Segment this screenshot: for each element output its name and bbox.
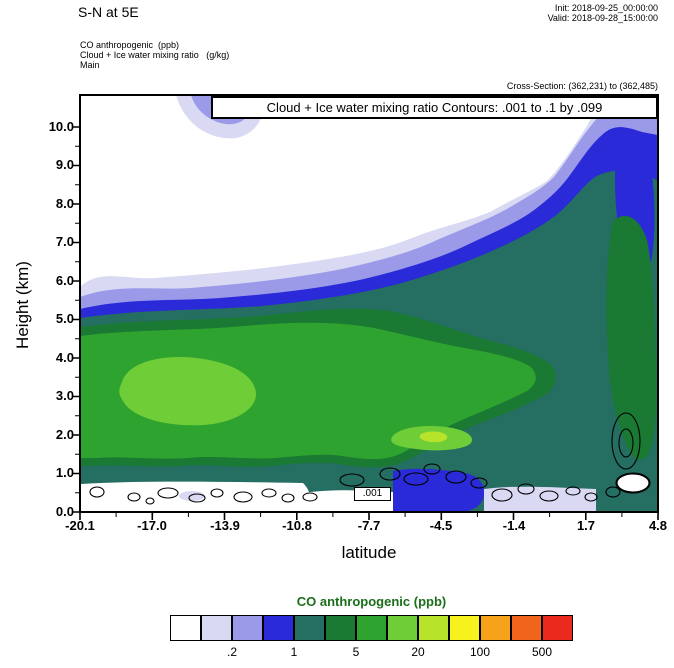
- fill-surface-lavender-strip: [484, 486, 596, 511]
- colorbar-tick-label: 1: [290, 645, 298, 659]
- x-tick-label: -10.8: [282, 518, 312, 533]
- y-tick-label: 4.0: [55, 350, 74, 365]
- x-tick-label: -17.0: [137, 518, 167, 533]
- fill-yellow-green-spot: [419, 431, 448, 443]
- y-tick-label: 6.0: [55, 273, 74, 288]
- y-major-ticks: [72, 126, 80, 513]
- x-tick-label: -7.7: [357, 518, 381, 533]
- fill-surface-lavender-smudge: [179, 491, 205, 501]
- x-tick-label: -4.5: [429, 518, 453, 533]
- colorbar-swatch: [170, 615, 201, 641]
- x-tick-label: -1.4: [502, 518, 526, 533]
- colorbar-swatch: [232, 615, 263, 641]
- fill-light-green-1: [119, 357, 257, 426]
- colorbar-swatch: [449, 615, 480, 641]
- fill-field-name: CO anthropogenic (ppb): [80, 40, 180, 50]
- colorbar: [170, 615, 573, 641]
- domain-name: Main: [80, 60, 100, 70]
- colorbar-tick-label: .2: [226, 645, 237, 659]
- fill-surface-white-oval-right: [616, 473, 650, 493]
- y-tick-label: 9.0: [55, 157, 74, 172]
- contour-info-box: Cloud + Ice water mixing ratio Contours:…: [211, 96, 658, 119]
- colorbar-swatch: [325, 615, 356, 641]
- colorbar-tick-label: 20: [411, 645, 425, 659]
- y-tick-label: 2.0: [55, 427, 74, 442]
- colorbar-tick-label: 500: [531, 645, 553, 659]
- colorbar-swatch: [387, 615, 418, 641]
- x-major-ticks: [79, 512, 659, 520]
- colorbar-swatch: [201, 615, 232, 641]
- y-tick-label: 7.0: [55, 234, 74, 249]
- valid-time: Valid: 2018-09-28_15:00:00: [547, 13, 658, 23]
- contour-field-name: Cloud + Ice water mixing ratio (g/kg): [80, 50, 230, 60]
- colorbar-swatch: [356, 615, 387, 641]
- colorbar-swatch: [511, 615, 542, 641]
- y-tick-label: 10.0: [48, 119, 74, 134]
- x-tick-label: 1.7: [576, 518, 596, 533]
- colorbar-swatch: [294, 615, 325, 641]
- colorbar-title: CO anthropogenic (ppb): [296, 594, 447, 609]
- contour-info-text: Cloud + Ice water mixing ratio Contours:…: [266, 100, 603, 115]
- colorbar-tick-label: 5: [352, 645, 360, 659]
- fill-regions: [81, 96, 657, 511]
- fill-surface-blue-patch: [393, 468, 485, 511]
- axes: [72, 94, 659, 520]
- y-tick-label: 1.0: [55, 465, 74, 480]
- x-minor-ticks: [115, 512, 623, 517]
- fill-dark-green-column: [606, 215, 656, 461]
- x-tick-label: -20.1: [65, 518, 95, 533]
- page-title: S-N at 5E: [78, 4, 139, 20]
- x-tick-label: -13.9: [210, 518, 240, 533]
- contour-label: .001: [354, 487, 391, 501]
- y-tick-label: 5.0: [55, 311, 74, 326]
- x-axis-title: latitude: [341, 543, 397, 562]
- colorbar-swatch: [418, 615, 449, 641]
- init-time: Init: 2018-09-25_00:00:00: [554, 3, 658, 13]
- colorbar-swatch: [263, 615, 294, 641]
- cross-section-info: Cross-Section: (362,231) to (362,485): [506, 81, 658, 91]
- y-tick-label: 3.0: [55, 388, 74, 403]
- y-minor-ticks: [75, 145, 80, 494]
- colorbar-swatch: [480, 615, 511, 641]
- y-tick-label: 0.0: [55, 504, 74, 519]
- colorbar-tick-label: 100: [469, 645, 491, 659]
- x-tick-label: 4.8: [648, 518, 668, 533]
- colorbar-swatch: [542, 615, 573, 641]
- y-tick-label: 8.0: [55, 196, 74, 211]
- cloud-ice-contours: [89, 412, 651, 505]
